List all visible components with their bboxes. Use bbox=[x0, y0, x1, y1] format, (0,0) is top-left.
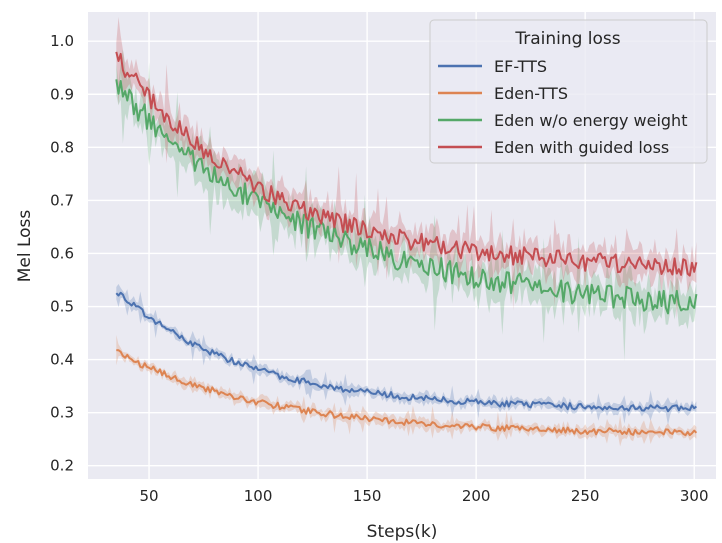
legend-label: Eden with guided loss bbox=[494, 138, 669, 157]
y-axis-label: Mel Loss bbox=[15, 210, 35, 283]
legend: Training loss EF-TTS Eden-TTS Eden w/o ene… bbox=[429, 19, 708, 164]
band-series-3 bbox=[116, 17, 697, 319]
line-series-2 bbox=[115, 79, 698, 315]
band-series-1 bbox=[116, 335, 697, 447]
y-tick-label: 0.5 bbox=[50, 298, 74, 316]
x-tick-label: 50 bbox=[140, 487, 159, 505]
legend-title: Training loss bbox=[514, 29, 620, 49]
y-tick-label: 0.4 bbox=[50, 351, 74, 369]
line-series-0 bbox=[115, 291, 698, 413]
legend-box bbox=[429, 19, 708, 164]
legend-label: EF-TTS bbox=[494, 57, 547, 76]
y-tick-label: 0.2 bbox=[50, 457, 74, 475]
grid bbox=[88, 12, 716, 479]
y-tick-label: 0.3 bbox=[50, 404, 74, 422]
x-tick-labels: 50 100 150 200 250 300 bbox=[140, 487, 709, 505]
x-tick-label: 300 bbox=[680, 487, 709, 505]
y-tick-label: 0.9 bbox=[50, 85, 74, 103]
line-series-3 bbox=[115, 51, 698, 277]
legend-label: Eden w/o energy weight bbox=[494, 111, 687, 130]
x-tick-label: 250 bbox=[571, 487, 600, 505]
legend-label: Eden-TTS bbox=[494, 84, 568, 103]
legend-entries: EF-TTS Eden-TTS Eden w/o energy weight Eden… bbox=[438, 57, 687, 157]
y-tick-label: 1.0 bbox=[50, 32, 74, 50]
x-tick-label: 150 bbox=[353, 487, 382, 505]
series-lines bbox=[115, 51, 698, 437]
x-axis-label: Steps(k) bbox=[367, 522, 438, 542]
x-tick-label: 200 bbox=[462, 487, 491, 505]
x-tick-label: 100 bbox=[244, 487, 273, 505]
y-tick-label: 0.8 bbox=[50, 138, 74, 156]
band-series-2 bbox=[116, 49, 697, 361]
line-series-1 bbox=[116, 349, 698, 437]
y-tick-labels: 0.2 0.3 0.4 0.5 0.6 0.7 0.8 0.9 1.0 bbox=[50, 32, 74, 475]
y-tick-label: 0.6 bbox=[50, 244, 74, 262]
y-tick-label: 0.7 bbox=[50, 191, 74, 209]
